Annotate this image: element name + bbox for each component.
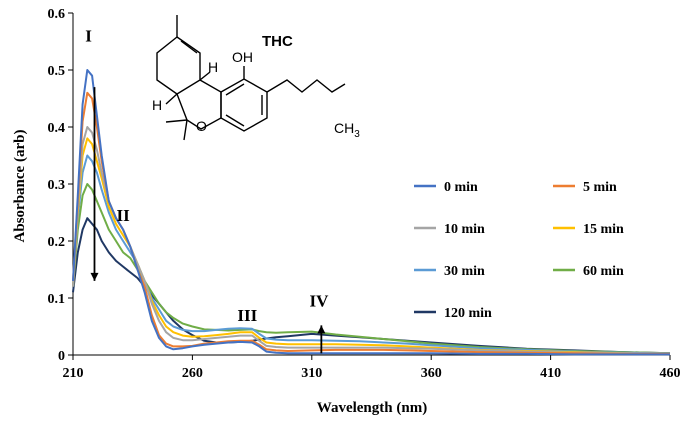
peak-label: IV bbox=[310, 292, 330, 311]
legend-label: 10 min bbox=[444, 222, 485, 237]
x-tick-label: 210 bbox=[63, 366, 84, 381]
series-line-120-min bbox=[72, 217, 671, 355]
legend-label: 30 min bbox=[444, 264, 485, 279]
molecule-gem-methyl-2 bbox=[183, 119, 188, 141]
x-axis-title: Wavelength (nm) bbox=[317, 400, 427, 416]
y-tick-label: 0 bbox=[58, 349, 65, 364]
series-line-15-min bbox=[72, 137, 671, 355]
trend-arrows bbox=[90, 87, 326, 354]
arrow-head-down bbox=[90, 272, 99, 281]
x-tick-label: 360 bbox=[421, 366, 442, 381]
molecule-aromatic-3 bbox=[225, 114, 245, 127]
x-tick-label: 460 bbox=[660, 366, 681, 381]
molecule-o-label: O bbox=[196, 118, 207, 134]
y-tick-label: 0.2 bbox=[48, 235, 66, 250]
legend-label: 0 min bbox=[444, 180, 478, 195]
series-line-10-min bbox=[72, 126, 671, 355]
x-tick-label: 260 bbox=[182, 366, 203, 381]
molecule-ch3-subscript: 3 bbox=[354, 129, 360, 140]
y-tick-label: 0.1 bbox=[48, 292, 66, 307]
thc-molecule-structure bbox=[156, 15, 346, 141]
molecule-aromatic-1 bbox=[225, 83, 245, 96]
molecule-ring-a bbox=[156, 36, 201, 95]
series-line-30-min bbox=[72, 154, 671, 355]
peak-label: III bbox=[237, 306, 257, 325]
series-line-60-min bbox=[72, 183, 671, 355]
y-tick-label: 0.3 bbox=[48, 178, 66, 193]
legend-label: 120 min bbox=[444, 306, 492, 321]
molecule-ch3-label: CH3 bbox=[334, 120, 360, 140]
peak-label: II bbox=[117, 206, 131, 225]
peak-label: I bbox=[85, 27, 92, 46]
x-tick-label: 410 bbox=[540, 366, 561, 381]
molecule-pentyl-chain bbox=[266, 79, 346, 93]
legend-label: 60 min bbox=[583, 264, 624, 279]
y-axis-title: Absorbance (arb) bbox=[12, 130, 28, 243]
molecule-ring-b bbox=[176, 79, 222, 130]
series-lines bbox=[72, 69, 671, 356]
molecule-title: THC bbox=[262, 33, 293, 50]
y-tick-label: 0.4 bbox=[48, 121, 66, 136]
molecule-h-left-label: H bbox=[152, 97, 162, 113]
molecule-h-bond-top bbox=[199, 71, 211, 81]
y-tick-label: 0.5 bbox=[48, 64, 66, 79]
molecule-ch3-main: CH bbox=[334, 120, 354, 136]
x-tick-label: 310 bbox=[301, 366, 322, 381]
series-line-0-min bbox=[72, 69, 670, 356]
legend: 0 min 5 min 10 min 15 min 30 min 60 min 120 mi… bbox=[414, 180, 624, 321]
molecule-ring-c bbox=[220, 78, 268, 132]
arrow-head-up bbox=[317, 325, 326, 334]
molecule-labels: THC OH H H O CH3 bbox=[152, 33, 360, 140]
molecule-double-bond bbox=[180, 40, 198, 54]
y-tick-label: 0.6 bbox=[48, 7, 66, 22]
molecule-oh-label: OH bbox=[232, 49, 253, 65]
tick-labels: 210 260 310 360 410 460 0 0.1 0.2 0.3 0.4 0.5 0.6 bbox=[48, 7, 681, 381]
molecule-h-bond-left bbox=[165, 93, 178, 105]
legend-label: 15 min bbox=[583, 222, 624, 237]
legend-label: 5 min bbox=[583, 180, 617, 195]
molecule-h-top-label: H bbox=[208, 59, 218, 75]
molecule-gem-methyl-1 bbox=[165, 119, 188, 123]
